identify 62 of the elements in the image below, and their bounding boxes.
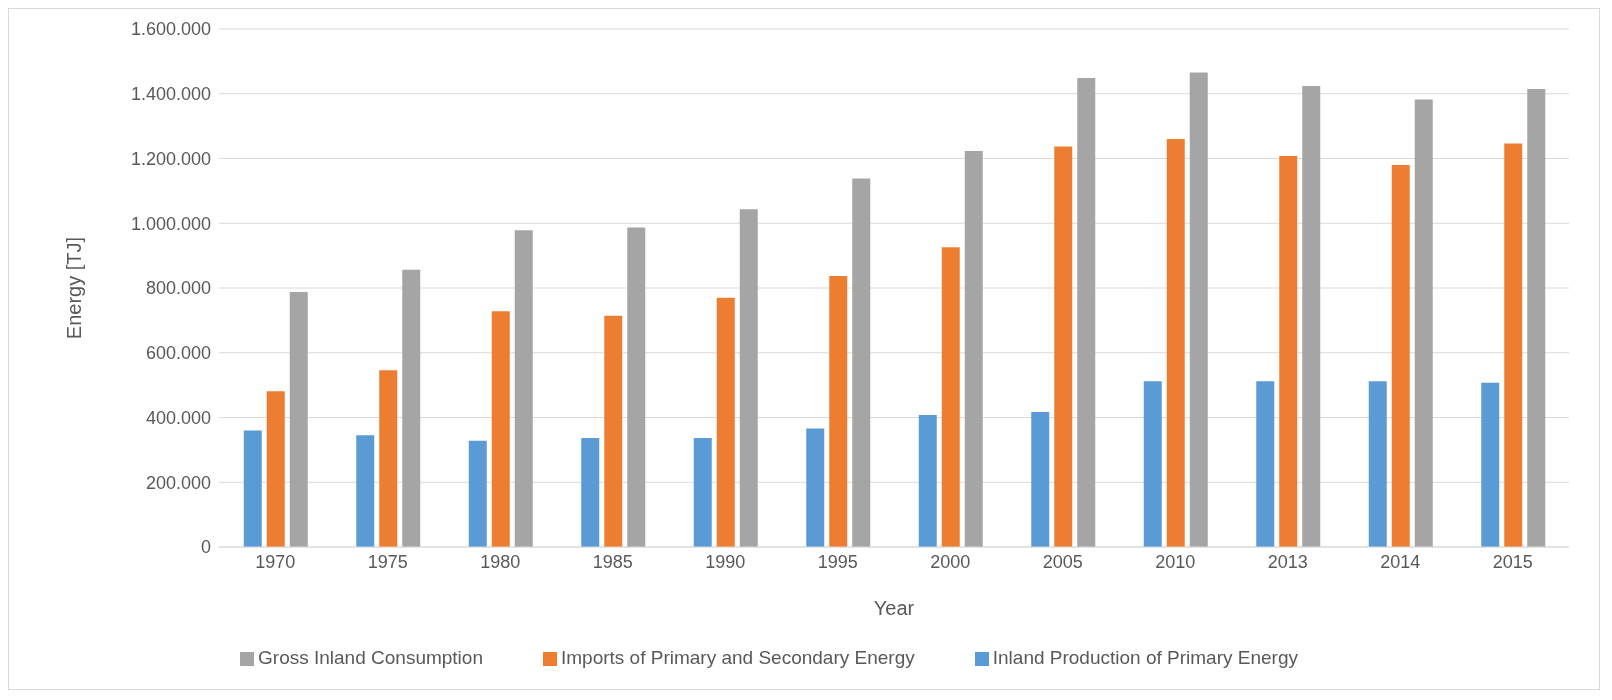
bar	[739, 209, 758, 547]
y-tick-label: 0	[200, 537, 211, 558]
y-tick-label: 1.600.000	[130, 19, 211, 40]
bar	[829, 276, 848, 547]
x-axis-title: Year	[873, 597, 915, 619]
y-tick-label: 1.400.000	[130, 84, 211, 105]
bar	[1279, 155, 1298, 547]
bar	[289, 291, 308, 547]
bar	[1031, 412, 1050, 547]
bar	[852, 178, 871, 547]
y-tick-label: 400.000	[145, 407, 211, 428]
x-tick-label: 2000	[930, 551, 971, 572]
x-tick-label: 1970	[255, 551, 296, 572]
x-tick-label: 1980	[480, 551, 521, 572]
bar	[941, 247, 960, 547]
legend-label: Gross Inland Consumption	[258, 647, 483, 668]
x-tick-label: 1990	[705, 551, 746, 572]
bar	[1368, 381, 1387, 547]
bar	[1077, 77, 1096, 547]
bar	[1143, 381, 1162, 547]
bar	[964, 151, 983, 547]
legend-label: Inland Production of Primary Energy	[992, 647, 1298, 668]
bar	[402, 269, 421, 547]
bar	[918, 414, 937, 547]
legend-label: Imports of Primary and Secondary Energy	[560, 647, 915, 668]
bar	[1166, 139, 1185, 547]
bar	[581, 437, 600, 547]
x-tick-label: 2005	[1042, 551, 1083, 572]
bar	[356, 435, 375, 547]
bar	[806, 428, 825, 547]
bar	[1054, 146, 1073, 547]
y-tick-label: 1.000.000	[130, 213, 211, 234]
x-tick-label: 1975	[367, 551, 408, 572]
x-tick-label: 1995	[817, 551, 858, 572]
bar	[468, 440, 487, 547]
bar	[243, 430, 262, 547]
y-tick-label: 800.000	[145, 278, 211, 299]
y-tick-label: 200.000	[145, 472, 211, 493]
bar	[1302, 85, 1321, 547]
bar	[627, 227, 646, 547]
x-tick-label: 1985	[592, 551, 633, 572]
bar	[716, 297, 735, 547]
bar	[1527, 88, 1546, 547]
bar	[514, 230, 533, 547]
bar	[1481, 382, 1500, 547]
y-tick-label: 1.200.000	[130, 148, 211, 169]
bar	[1189, 72, 1208, 547]
y-tick-label: 600.000	[145, 343, 211, 364]
x-tick-label: 2015	[1492, 551, 1533, 572]
y-axis-title: Energy [TJ]	[63, 236, 86, 340]
bar	[604, 315, 623, 547]
bar	[693, 437, 712, 547]
bar	[491, 311, 510, 547]
x-tick-label: 2010	[1155, 551, 1196, 572]
bar	[379, 370, 398, 547]
bar	[1256, 381, 1275, 547]
bar	[1414, 99, 1433, 547]
x-tick-label: 2014	[1380, 551, 1421, 572]
bar	[1504, 143, 1523, 547]
bar	[1391, 164, 1410, 547]
bar	[266, 391, 285, 547]
x-tick-label: 2013	[1267, 551, 1308, 572]
